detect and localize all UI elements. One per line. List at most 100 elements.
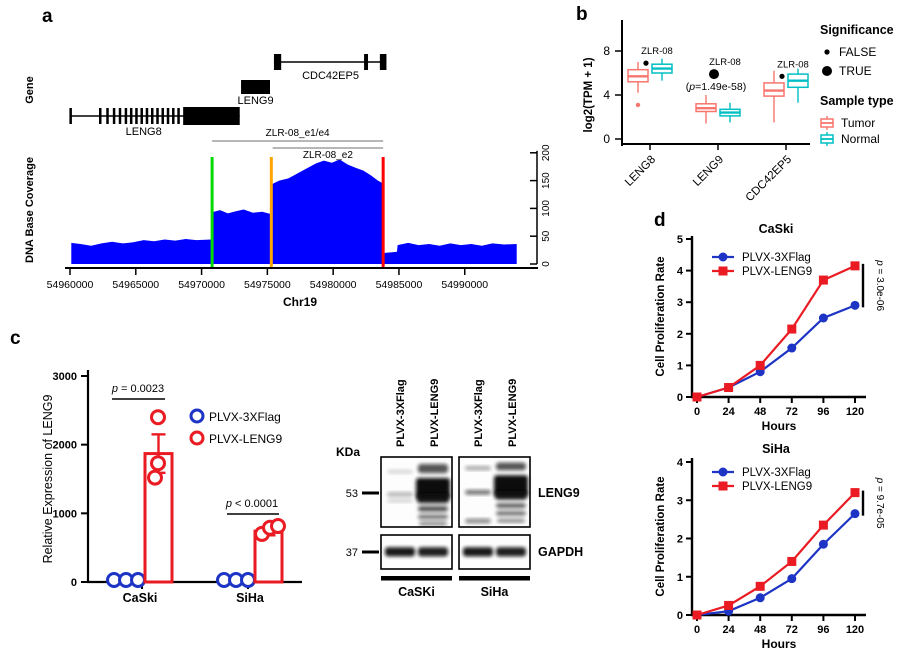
blot-row-label-gapdh: GAPDH [538, 545, 583, 559]
circrna-id-label: ZLR-08 [641, 46, 673, 57]
y-tick-label: 1000 [53, 508, 77, 520]
x-tick-label: 96 [817, 624, 829, 636]
x-tick-label: 54980000 [310, 279, 357, 291]
coverage-y-tick-label: 0 [541, 261, 552, 267]
gene-exon-block [273, 54, 282, 70]
legend-tumor_label: Tumor [841, 116, 875, 130]
circrna-id-label: ZLR-08 [777, 59, 809, 70]
data-point-square [755, 581, 765, 591]
panel-b-boxplot: 0 4 8 LENG8 LENG9 CDC42EP5 ZLR-08 ZLR-08 (p=1.49… [583, 20, 894, 204]
pvalue-siha: p < 0.0001 [225, 498, 278, 510]
protein-band [465, 518, 491, 524]
y-tick-label: 3 [677, 495, 683, 507]
y-tick-label: 4 [677, 457, 684, 469]
protein-band [496, 503, 526, 509]
mw-37-label: 37 [346, 547, 358, 559]
chart-title: SiHa [762, 442, 791, 456]
legend-significance-title: Significance [820, 23, 894, 37]
y-axis-title: Relative Expression of LENG9 [41, 395, 55, 564]
data-point-circle [850, 300, 860, 310]
leng9-data-point [147, 469, 163, 486]
legend-marker-square [718, 266, 728, 276]
transcript-e2-label: ZLR-08_e2 [303, 150, 353, 161]
data-point-circle [850, 509, 860, 519]
category-label: LENG8 [623, 154, 658, 189]
panel-a-letter: a [42, 6, 53, 27]
legend-marker-circle [718, 467, 728, 477]
legend-true-label: TRUE [839, 64, 872, 78]
outlier-point [635, 102, 641, 108]
legend-series-label: PLVX-LENG9 [742, 266, 812, 278]
transcript-e1e4-label: ZLR-08_e1/e4 [266, 128, 330, 139]
protein-band [496, 462, 526, 471]
coverage-y-tick-label: 100 [541, 200, 552, 217]
data-point-square [787, 324, 797, 334]
pvalue-label: p = 3.0e-06 [874, 259, 885, 311]
x-tick-label: 54970000 [178, 279, 225, 291]
panel-b-letter: b [576, 4, 588, 25]
protein-band [418, 464, 448, 474]
series-line-square [696, 264, 856, 399]
legend-true-dot [822, 66, 832, 76]
y-tick-label: 2000 [53, 440, 77, 452]
x-axis-title: Chr19 [283, 295, 317, 309]
legend-leng9-label: PLVX-LENG9 [209, 432, 282, 446]
significance-dot [779, 73, 785, 79]
legend-sample-type-title: Sample type [820, 94, 894, 108]
x-tick-label: 48 [754, 624, 766, 636]
gene-exon-block [241, 80, 270, 94]
y-tick-label: 3 [677, 297, 683, 309]
protein-band [387, 499, 413, 503]
y-axis-title: Cell Proliferation Rate [655, 476, 667, 596]
coverage-y-tick-label: 150 [541, 172, 552, 189]
panel-a-genomic-plot: ZLR-08_e1/e4 ZLR-08_e2 LENG8 LENG9 CDC42EP5 5… [24, 54, 552, 309]
x-tick-label: 54985000 [376, 279, 423, 291]
kda-label: KDa [336, 445, 360, 459]
y-tick-label: 8 [603, 44, 610, 58]
coverage-y-tick-label: 200 [541, 144, 552, 161]
legend-series-label: PLVX-3XFlag [742, 467, 811, 479]
panel-d-caski-chart: CaSki 0 1 2 3 4 5 0 24 48 72 96 120 Hours Cell Prolife… [655, 222, 885, 433]
x-tick-label: 0 [694, 406, 700, 418]
series-line-circle [696, 512, 856, 617]
flag-data-point [240, 572, 256, 588]
legend-normal_label: Normal [841, 132, 880, 146]
lane-label: PLVX-3XFlag [473, 379, 485, 447]
protein-band [496, 547, 526, 557]
gene-name-label: CDC42EP5 [302, 70, 359, 82]
lane-label: PLVX-LENG9 [507, 379, 519, 447]
data-point-square [692, 392, 702, 402]
blot-row-label-leng9: LENG9 [538, 486, 580, 500]
x-tick-label: 48 [754, 406, 766, 418]
protein-band [496, 510, 526, 516]
y-tick-label: 0 [677, 392, 683, 404]
y-axis-title: Cell Proliferation Rate [655, 256, 667, 376]
blot-group-label: SiHa [481, 585, 510, 599]
x-tick-label: 24 [722, 624, 735, 636]
panel-c-letter: c [10, 328, 21, 349]
panel-c-bar-chart: 0 1000 2000 3000 Relative Expression of LENG… [41, 370, 302, 605]
lane-label: PLVX-LENG9 [429, 379, 441, 447]
x-axis-title: Hours [762, 419, 797, 433]
x-tick-label: 0 [694, 624, 700, 636]
significance-dot [709, 69, 719, 80]
y-tick-label: 0 [677, 610, 683, 622]
x-tick-label: 54990000 [441, 279, 488, 291]
y-tick-label: 4 [677, 266, 684, 278]
legend-flag-marker [189, 408, 205, 424]
pvalue-note: (p=1.49e-58) [686, 81, 746, 93]
data-point-circle [755, 593, 765, 603]
x-tick-label: 120 [846, 624, 864, 636]
series-line-square [696, 491, 856, 617]
protein-band [387, 469, 413, 474]
data-point-circle [818, 539, 828, 549]
data-point-square [850, 261, 860, 271]
legend-flag-label: PLVX-3XFlag [209, 410, 281, 424]
x-axis-title: Hours [762, 637, 797, 651]
data-point-square [724, 383, 734, 393]
legend-series-label: PLVX-3XFlag [742, 252, 811, 264]
series-line-circle [696, 304, 856, 399]
lane-label: PLVX-3XFlag [395, 379, 407, 447]
